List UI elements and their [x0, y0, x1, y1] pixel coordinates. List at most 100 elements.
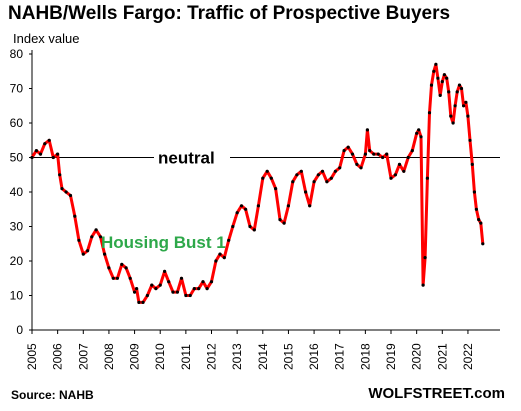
data-point — [393, 173, 397, 177]
data-point — [58, 173, 62, 177]
y-tick-label: 80 — [10, 47, 24, 61]
data-point — [449, 114, 453, 118]
data-point — [320, 169, 325, 173]
data-point — [474, 207, 478, 211]
data-point — [419, 135, 423, 139]
y-tick-label: 60 — [10, 116, 24, 130]
data-point — [423, 256, 427, 260]
series-line — [30, 62, 485, 304]
data-point — [209, 280, 214, 284]
data-point — [406, 155, 410, 160]
x-tick-label: 2021 — [435, 343, 449, 370]
data-point — [98, 235, 103, 239]
data-point — [248, 224, 252, 229]
data-point — [429, 83, 434, 87]
data-point — [295, 173, 299, 177]
data-point — [308, 204, 312, 208]
data-point — [389, 176, 393, 180]
data-point — [38, 152, 43, 156]
data-point — [81, 252, 85, 256]
data-point — [479, 221, 483, 225]
data-point — [312, 180, 316, 184]
data-point — [137, 300, 141, 304]
data-point — [227, 238, 231, 242]
data-point — [274, 187, 278, 191]
data-point — [111, 276, 115, 280]
data-point — [188, 293, 192, 298]
data-point — [440, 80, 444, 84]
data-point — [124, 266, 128, 270]
x-tick-label: 2016 — [307, 343, 321, 370]
data-point — [425, 176, 429, 180]
x-tick-label: 2019 — [384, 343, 398, 370]
data-point — [372, 152, 376, 156]
data-point — [141, 300, 145, 304]
data-point — [128, 276, 132, 280]
data-point — [30, 155, 34, 160]
data-point — [47, 138, 51, 142]
data-point — [436, 76, 440, 80]
data-point — [338, 166, 342, 170]
data-point — [256, 204, 260, 208]
x-tick-label: 2009 — [128, 343, 142, 370]
data-point — [150, 283, 154, 287]
data-point — [355, 162, 359, 166]
y-tick-label: 40 — [10, 185, 24, 199]
data-point — [107, 266, 111, 270]
data-point — [77, 238, 81, 242]
chart-title: NAHB/Wells Fargo: Traffic of Prospective… — [8, 3, 451, 24]
data-point — [451, 121, 455, 125]
data-point — [325, 180, 329, 184]
x-tick-label: 2011 — [179, 344, 193, 370]
data-point — [64, 190, 68, 194]
data-point — [135, 287, 139, 291]
data-point — [103, 252, 107, 256]
data-point — [402, 169, 406, 173]
data-point — [468, 138, 472, 142]
data-point — [457, 83, 462, 87]
x-tick-label: 2008 — [102, 343, 116, 370]
data-point — [464, 100, 468, 104]
data-point — [252, 228, 256, 232]
data-point — [235, 211, 239, 215]
x-tick-label: 2007 — [76, 343, 90, 370]
neutral-reference-line: neutral — [32, 149, 500, 168]
data-point — [167, 280, 171, 284]
data-point — [265, 169, 269, 173]
series-layer — [30, 62, 485, 304]
x-tick-label: 2010 — [153, 343, 167, 370]
data-point — [427, 111, 432, 115]
data-point — [51, 155, 55, 160]
data-point — [43, 142, 47, 146]
housing-bust-annotation: Housing Bust 1 — [101, 233, 226, 252]
data-point — [171, 290, 175, 294]
x-tick-label: 2005 — [25, 343, 39, 370]
data-point — [381, 155, 385, 160]
x-tick-label: 2013 — [230, 343, 244, 370]
x-tick-label: 2012 — [205, 343, 219, 370]
x-tick-label: 2014 — [256, 343, 270, 370]
data-point — [282, 221, 286, 225]
data-point — [90, 235, 94, 239]
data-point — [316, 173, 320, 177]
data-point — [68, 193, 73, 198]
data-point — [459, 86, 464, 91]
data-point — [442, 73, 446, 77]
x-tick-label: 2018 — [358, 343, 372, 370]
data-point — [201, 280, 205, 284]
x-tick-label: 2020 — [410, 343, 424, 370]
y-tick-label: 10 — [10, 289, 24, 303]
data-point — [333, 169, 337, 173]
data-point — [350, 152, 355, 156]
data-point — [397, 162, 402, 166]
y-tick-label: 0 — [16, 323, 23, 337]
data-point — [218, 252, 222, 256]
data-point — [417, 128, 421, 132]
data-point — [94, 228, 98, 232]
data-point — [239, 204, 244, 208]
data-point — [269, 176, 273, 180]
data-point — [291, 180, 295, 184]
annotations: Housing Bust 1 — [101, 233, 226, 252]
data-point — [368, 149, 372, 153]
data-point — [304, 190, 308, 194]
